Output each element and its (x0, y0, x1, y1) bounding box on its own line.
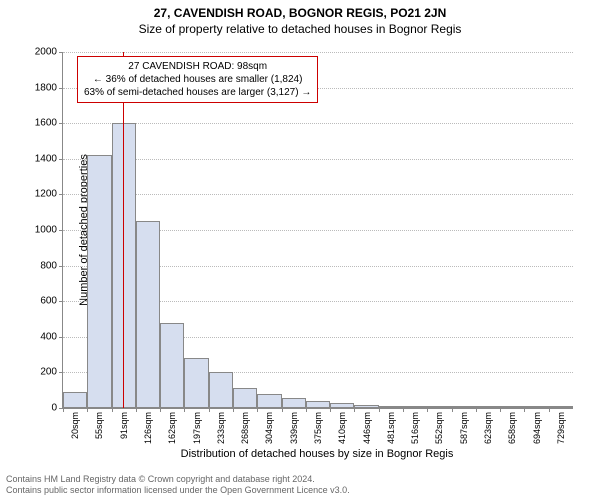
ytick-label: 1000 (35, 225, 63, 236)
xtick-mark (282, 408, 283, 412)
gridline (63, 159, 573, 160)
ytick-label: 1600 (35, 118, 63, 129)
ytick-label: 800 (40, 260, 63, 271)
plot-area: 020040060080010001200140016001800200020s… (62, 52, 573, 409)
histogram-bar (524, 406, 548, 408)
xtick-label: 375sqm (313, 412, 323, 444)
chart-title: 27, CAVENDISH ROAD, BOGNOR REGIS, PO21 2… (0, 0, 600, 20)
histogram-bar (209, 372, 233, 408)
xtick-mark (549, 408, 550, 412)
xtick-label: 587sqm (459, 412, 469, 444)
ytick-label: 600 (40, 296, 63, 307)
histogram-bar (136, 221, 160, 408)
xtick-label: 552sqm (434, 412, 444, 444)
xtick-mark (524, 408, 525, 412)
xtick-mark (306, 408, 307, 412)
histogram-bar (184, 358, 208, 408)
histogram-bar (233, 388, 257, 408)
ytick-label: 1400 (35, 153, 63, 164)
ytick-label: 0 (51, 403, 63, 414)
xtick-label: 55sqm (94, 412, 104, 439)
xtick-label: 197sqm (192, 412, 202, 444)
xtick-label: 339sqm (289, 412, 299, 444)
histogram-bar (379, 406, 403, 408)
histogram-bar (403, 406, 427, 408)
histogram-bar (476, 406, 500, 408)
histogram-bar (549, 406, 573, 408)
histogram-bar (330, 403, 354, 408)
histogram-bar (500, 406, 524, 408)
xtick-mark (403, 408, 404, 412)
xtick-mark (257, 408, 258, 412)
xtick-mark (184, 408, 185, 412)
xtick-label: 446sqm (362, 412, 372, 444)
chart-container: 27, CAVENDISH ROAD, BOGNOR REGIS, PO21 2… (0, 0, 600, 500)
xtick-label: 20sqm (70, 412, 80, 439)
xtick-mark (233, 408, 234, 412)
xtick-mark (354, 408, 355, 412)
xtick-mark (112, 408, 113, 412)
histogram-bar (257, 394, 281, 408)
histogram-bar (354, 405, 378, 408)
ytick-label: 1800 (35, 82, 63, 93)
xtick-label: 126sqm (143, 412, 153, 444)
marker-line (123, 52, 124, 408)
attribution-footer: Contains HM Land Registry data © Crown c… (6, 474, 350, 497)
xtick-mark (160, 408, 161, 412)
footer-line1: Contains HM Land Registry data © Crown c… (6, 474, 350, 485)
xtick-mark (500, 408, 501, 412)
ytick-label: 2000 (35, 47, 63, 58)
xtick-mark (427, 408, 428, 412)
gridline (63, 194, 573, 195)
xtick-mark (379, 408, 380, 412)
histogram-bar (87, 155, 111, 408)
xtick-mark (209, 408, 210, 412)
xtick-label: 658sqm (507, 412, 517, 444)
xtick-mark (452, 408, 453, 412)
xtick-label: 516sqm (410, 412, 420, 444)
xtick-mark (87, 408, 88, 412)
histogram-bar (160, 323, 184, 408)
histogram-bar (452, 406, 476, 408)
histogram-bar (306, 401, 330, 408)
xtick-label: 268sqm (240, 412, 250, 444)
histogram-bar (63, 392, 87, 408)
annotation-line2: ← 36% of detached houses are smaller (1,… (84, 73, 311, 86)
histogram-bar (427, 406, 451, 408)
xtick-label: 304sqm (264, 412, 274, 444)
x-axis-label: Distribution of detached houses by size … (62, 448, 572, 460)
xtick-label: 233sqm (216, 412, 226, 444)
gridline (63, 123, 573, 124)
xtick-label: 162sqm (167, 412, 177, 444)
xtick-label: 481sqm (386, 412, 396, 444)
ytick-label: 400 (40, 331, 63, 342)
xtick-mark (63, 408, 64, 412)
annotation-line3: 63% of semi-detached houses are larger (… (84, 86, 311, 99)
xtick-label: 623sqm (483, 412, 493, 444)
marker-annotation: 27 CAVENDISH ROAD: 98sqm ← 36% of detach… (77, 56, 318, 103)
chart-subtitle: Size of property relative to detached ho… (0, 20, 600, 36)
xtick-mark (136, 408, 137, 412)
xtick-label: 694sqm (532, 412, 542, 444)
ytick-label: 200 (40, 367, 63, 378)
gridline (63, 52, 573, 53)
ytick-label: 1200 (35, 189, 63, 200)
xtick-label: 410sqm (337, 412, 347, 444)
xtick-label: 729sqm (556, 412, 566, 444)
xtick-mark (476, 408, 477, 412)
histogram-bar (282, 398, 306, 408)
annotation-line1: 27 CAVENDISH ROAD: 98sqm (84, 60, 311, 73)
footer-line2: Contains public sector information licen… (6, 485, 350, 496)
xtick-mark (330, 408, 331, 412)
xtick-label: 91sqm (119, 412, 129, 439)
